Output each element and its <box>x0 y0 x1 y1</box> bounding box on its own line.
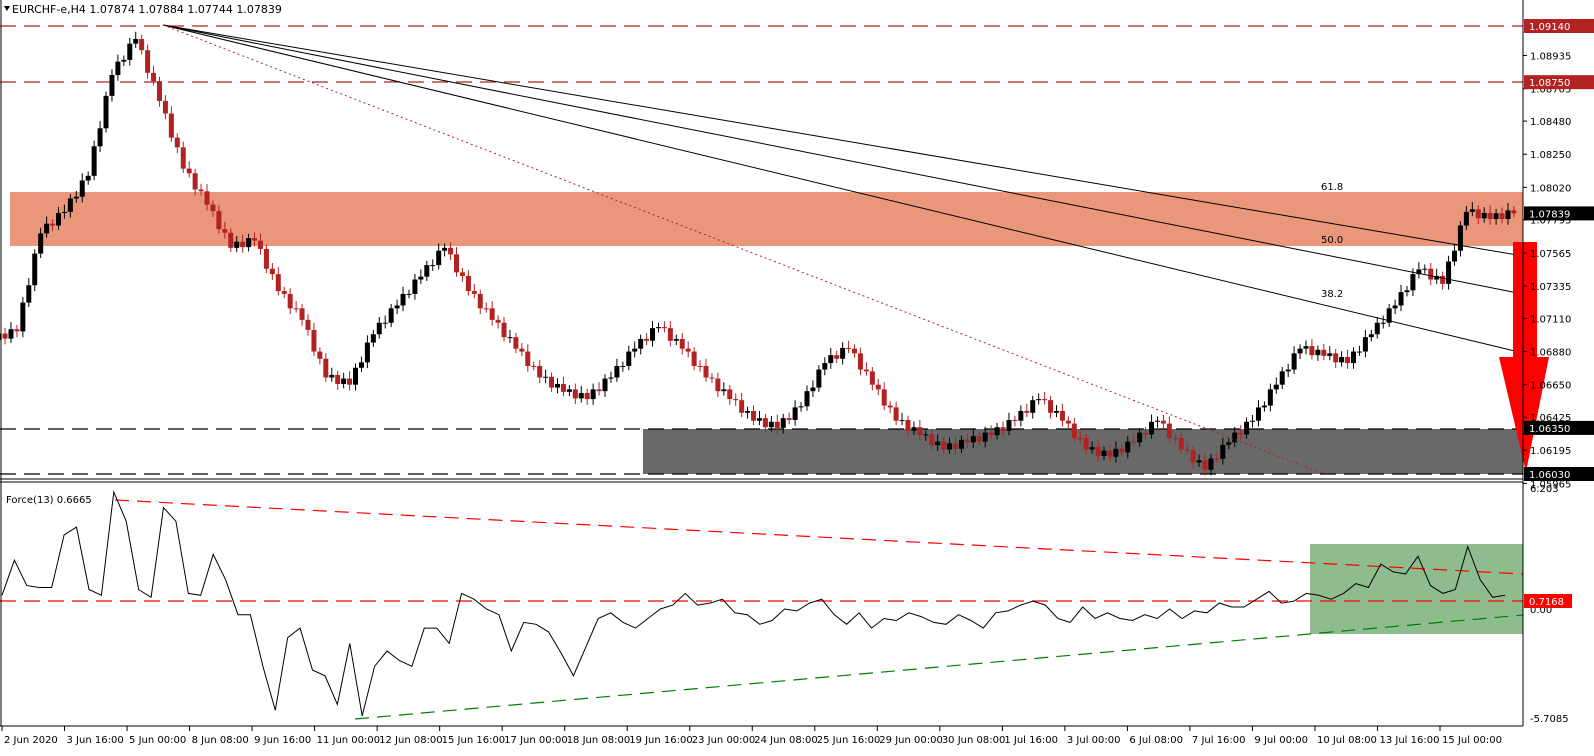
time-tick-label: 8 Jun 08:00 <box>192 735 249 746</box>
price-tick-label: 1.07565 <box>1530 249 1571 260</box>
time-tick-label: 10 Jul 08:00 <box>1317 735 1377 746</box>
time-tick-label: 13 Jul 16:00 <box>1379 735 1439 746</box>
price-panel[interactable]: 61.8 50.0 38.2 EURCHF-e,H4 1.07874 1.078… <box>0 0 1549 478</box>
time-tick-label: 3 Jul 00:00 <box>1067 735 1121 746</box>
time-axis[interactable]: 2 Jun 2020 3 Jun 16:00 5 Jun 00:00 8 Jun 08… <box>1 726 1502 746</box>
price-tick-label: 1.08020 <box>1530 183 1571 194</box>
symbol-line: EURCHF-e,H4 1.07874 1.07884 1.07744 1.07… <box>12 3 282 16</box>
price-highlight-label: 1.08750 <box>1529 78 1570 89</box>
price-tick-label: 1.06650 <box>1530 381 1571 392</box>
price-highlight-label: 1.07839 <box>1529 209 1570 220</box>
time-tick-label: 9 Jul 00:00 <box>1254 735 1308 746</box>
price-tick-label: 1.07335 <box>1530 282 1571 293</box>
time-tick-label: 6 Jul 08:00 <box>1129 735 1183 746</box>
price-tick-label: 1.06880 <box>1530 348 1571 359</box>
price-highlight-badge <box>1524 467 1594 481</box>
time-tick-label: 15 Jun 16:00 <box>442 735 506 746</box>
force-tick-label: 0.00 <box>1530 605 1552 616</box>
fib-label-38.2: 38.2 <box>1321 289 1343 300</box>
fib-fan-61.8[interactable] <box>162 24 1524 257</box>
force-indicator-label: Force(13) 0.6665 <box>6 495 92 506</box>
force-support-line[interactable] <box>354 614 1524 720</box>
support-zone <box>643 429 1523 474</box>
fib-fan-50.0[interactable] <box>162 24 1524 295</box>
down-arrow-icon <box>1499 242 1549 472</box>
price-highlight-badge <box>1524 420 1594 435</box>
force-zone <box>1310 544 1523 634</box>
fib-label-61.8: 61.8 <box>1321 182 1343 193</box>
force-tick-label: -5.7085 <box>1530 714 1569 725</box>
price-highlight-badge <box>1524 19 1594 33</box>
price-tick-label: 1.07110 <box>1530 314 1571 325</box>
price-tick-label: 1.08705 <box>1530 85 1571 96</box>
time-tick-label: 11 Jun 00:00 <box>317 735 381 746</box>
price-highlight-label: 1.06350 <box>1529 424 1570 435</box>
time-tick-label: 24 Jun 08:00 <box>754 735 818 746</box>
price-highlight-badge <box>1524 75 1594 90</box>
time-tick-label: 2 Jun 2020 <box>4 735 58 746</box>
time-tick-label: 15 Jul 00:00 <box>1442 735 1502 746</box>
price-tick-label: 1.08935 <box>1530 52 1571 63</box>
fib-fan-38.2[interactable] <box>162 24 1524 354</box>
force-tick-label: 6.203 <box>1530 484 1559 495</box>
time-tick-label: 30 Jun 08:00 <box>942 735 1006 746</box>
price-tick-label: 1.06195 <box>1530 446 1571 457</box>
price-highlight-label: 1.09140 <box>1529 22 1570 33</box>
time-tick-label: 23 Jun 00:00 <box>692 735 756 746</box>
time-tick-label: 5 Jun 00:00 <box>129 735 186 746</box>
resistance-zone <box>10 192 1523 246</box>
time-tick-label: 25 Jun 16:00 <box>817 735 881 746</box>
time-tick-label: 29 Jun 00:00 <box>879 735 943 746</box>
time-tick-label: 19 Jun 16:00 <box>629 735 693 746</box>
time-tick-label: 17 Jun 00:00 <box>504 735 568 746</box>
force-line <box>1 490 1506 717</box>
price-tick-label: 1.07795 <box>1530 216 1571 227</box>
time-tick-label: 12 Jun 08:00 <box>379 735 443 746</box>
time-tick-label: 3 Jun 16:00 <box>67 735 124 746</box>
force-panel[interactable]: Force(13) 0.6665 <box>0 490 1524 720</box>
force-axis[interactable]: 6.203 0.00 -5.7085 0.7168 <box>1524 484 1572 725</box>
price-tick-label: 1.05965 <box>1530 479 1571 490</box>
force-highlight-badge <box>1524 594 1572 608</box>
time-tick-label: 18 Jun 08:00 <box>567 735 631 746</box>
candles <box>0 31 1517 476</box>
price-highlight-label: 1.06030 <box>1529 470 1570 481</box>
price-axis[interactable]: 1.08935 1.08705 1.08480 1.08250 1.08020 1.077… <box>1523 19 1594 490</box>
force-highlight-label: 0.7168 <box>1529 597 1564 608</box>
price-tick-label: 1.06425 <box>1530 413 1571 424</box>
collapse-triangle-icon[interactable] <box>4 6 10 11</box>
time-tick-label: 1 Jul 16:00 <box>1004 735 1058 746</box>
force-resistance-line[interactable] <box>114 499 1524 575</box>
price-highlight-badge <box>1524 206 1594 221</box>
price-tick-label: 1.08480 <box>1530 117 1571 128</box>
price-tick-label: 1.08250 <box>1530 150 1571 161</box>
time-tick-label: 7 Jul 16:00 <box>1192 735 1246 746</box>
fib-label-50.0: 50.0 <box>1321 235 1343 246</box>
time-tick-label: 9 Jun 16:00 <box>254 735 311 746</box>
